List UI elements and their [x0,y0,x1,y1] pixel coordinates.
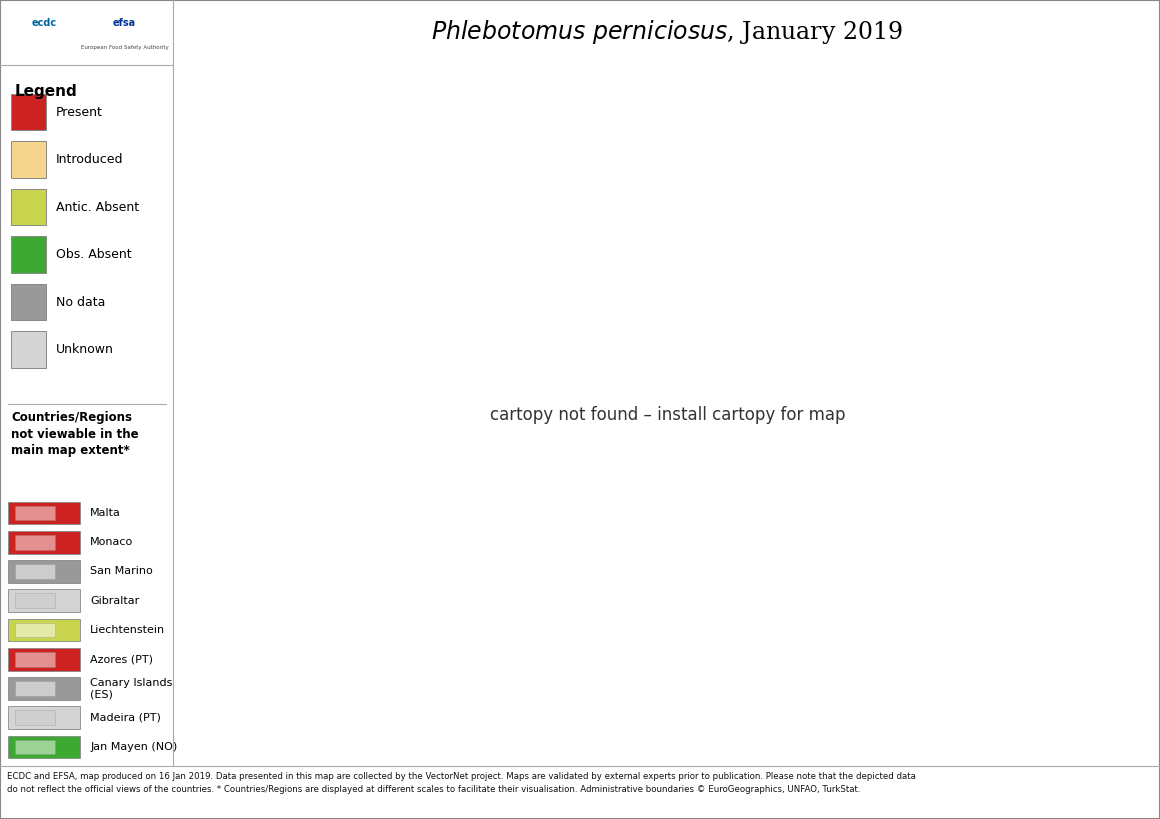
Text: Countries/Regions
not viewable in the
main map extent*: Countries/Regions not viewable in the ma… [12,411,139,457]
FancyBboxPatch shape [8,706,80,729]
FancyBboxPatch shape [15,594,55,608]
FancyBboxPatch shape [12,237,45,273]
Text: No data: No data [56,296,106,309]
Text: Gibraltar: Gibraltar [90,595,139,606]
Text: efsa: efsa [113,18,136,28]
FancyBboxPatch shape [15,711,55,725]
Text: Madeira (PT): Madeira (PT) [90,713,161,723]
FancyBboxPatch shape [15,740,55,754]
Text: $\it{Phlebotomus\ perniciosus}$, January 2019: $\it{Phlebotomus\ perniciosus}$, January… [432,19,902,47]
Text: Monaco: Monaco [90,537,133,547]
Text: ECDC and EFSA, map produced on 16 Jan 2019. Data presented in this map are colle: ECDC and EFSA, map produced on 16 Jan 20… [7,772,916,794]
Text: European Food Safety Authority: European Food Safety Authority [81,45,168,50]
FancyBboxPatch shape [8,501,80,524]
FancyBboxPatch shape [8,735,80,758]
FancyBboxPatch shape [12,189,45,225]
Text: Unknown: Unknown [56,343,114,356]
Text: cartopy not found – install cartopy for map: cartopy not found – install cartopy for … [490,406,846,424]
Text: Introduced: Introduced [56,153,124,166]
FancyBboxPatch shape [12,94,45,130]
Text: Legend: Legend [15,84,78,99]
FancyBboxPatch shape [15,652,55,667]
FancyBboxPatch shape [8,531,80,554]
FancyBboxPatch shape [8,618,80,641]
Text: Azores (PT): Azores (PT) [90,654,153,664]
FancyBboxPatch shape [15,535,55,550]
Text: Present: Present [56,106,103,119]
Text: Canary Islands
(ES): Canary Islands (ES) [90,678,173,699]
Text: Liechtenstein: Liechtenstein [90,625,166,635]
Text: Jan Mayen (NO): Jan Mayen (NO) [90,742,177,752]
FancyBboxPatch shape [12,142,45,178]
Text: Malta: Malta [90,508,122,518]
Text: San Marino: San Marino [90,567,153,577]
FancyBboxPatch shape [15,681,55,696]
Text: ecdc: ecdc [31,18,57,28]
FancyBboxPatch shape [8,677,80,700]
FancyBboxPatch shape [12,284,45,320]
FancyBboxPatch shape [8,590,80,612]
Text: Antic. Absent: Antic. Absent [56,201,139,214]
FancyBboxPatch shape [15,622,55,637]
FancyBboxPatch shape [15,564,55,579]
FancyBboxPatch shape [8,560,80,583]
Text: Obs. Absent: Obs. Absent [56,248,132,261]
FancyBboxPatch shape [8,648,80,671]
FancyBboxPatch shape [12,332,45,368]
FancyBboxPatch shape [15,505,55,520]
